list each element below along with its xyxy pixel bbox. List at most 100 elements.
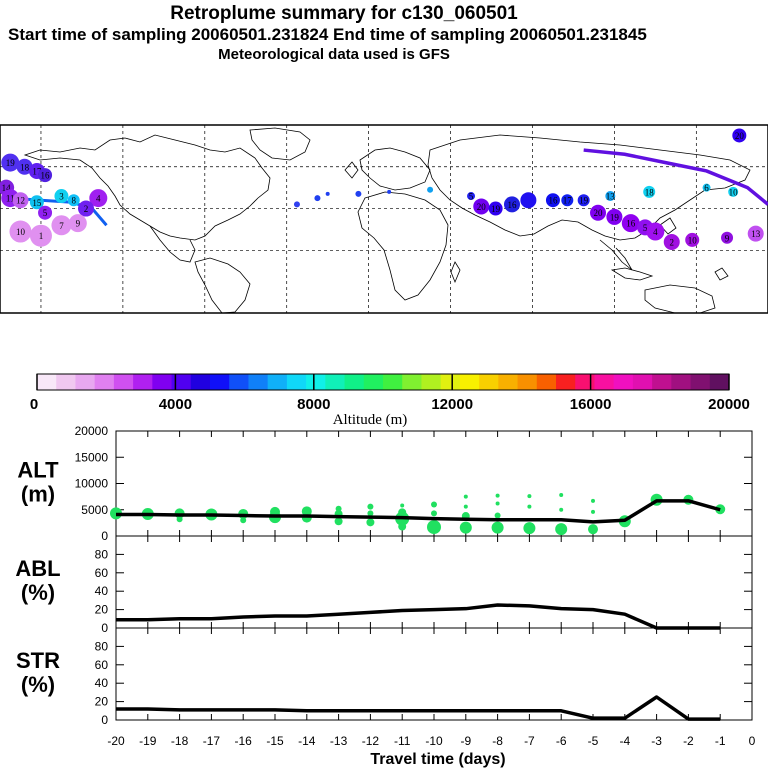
x-tick-label: -20 (107, 734, 125, 748)
met-data-note: Meteorological data used is GFS (218, 46, 450, 63)
altitude-point (495, 501, 500, 506)
trajectory-marker: 1 (29, 224, 52, 247)
trajectory-marker: 18 (16, 158, 33, 175)
map-frame (0, 124, 768, 314)
altitude-point (591, 498, 595, 503)
marker-label: 1 (39, 231, 44, 241)
trajectory-marker (314, 195, 321, 202)
trajectory-marker: 8 (67, 194, 80, 207)
marker-dot (685, 232, 700, 247)
colorbar-swatch (37, 374, 57, 390)
trajectory-marker: 4 (646, 222, 665, 241)
marker-label: 8 (71, 196, 76, 206)
trajectory-marker: 18 (643, 185, 656, 198)
colorbar-swatch (325, 374, 346, 390)
trajectory-marker: 10 (728, 186, 739, 197)
marker-label: 19 (6, 158, 16, 168)
trajectory-marker: 20 (473, 198, 490, 215)
marker-dot (314, 195, 321, 202)
altitude-point (588, 524, 598, 535)
colorbar-swatch (709, 374, 730, 390)
marker-label: 16 (626, 219, 636, 229)
x-tick-label: -12 (362, 734, 380, 748)
altitude-point (367, 503, 374, 510)
trajectory-marker (293, 201, 300, 208)
sampling-times: Start time of sampling 20060501.231824 E… (8, 25, 647, 44)
marker-label: 7 (59, 221, 64, 231)
marker-label: 4 (653, 227, 658, 237)
x-tick-label: -6 (556, 734, 567, 748)
marker-dot (29, 224, 52, 247)
x-tick-label: -16 (235, 734, 253, 748)
median-line (116, 695, 721, 721)
marker-dot (473, 198, 490, 215)
marker-label: 20 (477, 202, 487, 212)
altitude-point (366, 518, 375, 527)
trajectory-marker (387, 189, 392, 194)
marker-dot (605, 191, 616, 202)
colorbar-swatch (56, 374, 76, 390)
colorbar-swatch (556, 374, 576, 390)
marker-label: 6 (704, 183, 709, 193)
colorbar-swatch (690, 374, 711, 390)
trajectory-marker: 2 (78, 200, 95, 217)
marker-label: 10 (729, 187, 739, 197)
y-tick-label: 20 (95, 603, 109, 617)
marker-label: 2 (84, 204, 89, 214)
marker-dot (293, 201, 300, 208)
panel-ylabel: (%) (21, 672, 55, 697)
colorbar-swatch (517, 374, 538, 390)
marker-dot (12, 192, 29, 209)
y-tick-label: 20 (95, 695, 109, 709)
marker-dot (54, 189, 69, 204)
marker-label: 5 (643, 223, 648, 233)
colorbar-swatch (421, 374, 442, 390)
y-tick-label: 0 (101, 529, 108, 543)
marker-label: 5 (469, 192, 474, 202)
colorbar-swatch (363, 374, 384, 390)
marker-dot (387, 189, 392, 194)
altitude-point (398, 522, 407, 531)
colorbar-swatch (594, 374, 615, 390)
marker-label: 20 (735, 131, 745, 141)
trajectory-marker: 17 (561, 194, 574, 207)
trajectory-marker: 12 (12, 192, 29, 209)
colorbar-swatch (286, 374, 307, 390)
marker-label: 18 (645, 187, 655, 197)
trajectory-path (583, 148, 768, 206)
colorbar-swatch (652, 374, 672, 390)
colorbar-tick-label: 0 (30, 396, 38, 413)
colorbar-swatch (402, 374, 422, 390)
marker-dot (9, 220, 32, 243)
marker-dot (38, 168, 53, 183)
marker-dot (504, 196, 520, 213)
trajectory-marker: 6 (702, 183, 711, 193)
colorbar-tick-label: 12000 (431, 396, 473, 413)
marker-dot (520, 192, 537, 209)
median-line (116, 499, 721, 524)
marker-label: 20 (594, 208, 604, 218)
timeseries-panels: 05000100001500020000ALT(m)020406080ABL(%… (15, 424, 755, 768)
trajectory-marker (520, 192, 537, 209)
marker-label: 3 (59, 192, 64, 202)
trajectory-marker: 2 (663, 233, 680, 250)
x-tick-label: 0 (749, 734, 756, 748)
trajectory-marker: 9 (721, 231, 734, 244)
trajectory-marker (427, 186, 434, 193)
altitude-point (463, 494, 468, 499)
marker-dot (1, 153, 20, 172)
altitude-point (334, 517, 343, 526)
marker-dot (577, 194, 590, 207)
colorbar-tick-label: 20000 (708, 396, 750, 413)
marker-label: 16 (41, 171, 51, 181)
altitude-point (495, 493, 500, 498)
altitude-point (459, 521, 472, 534)
x-tick-label: -1 (715, 734, 726, 748)
marker-dot (38, 205, 53, 220)
trajectory-marker: 19 (1, 153, 20, 172)
y-tick-label: 80 (95, 547, 109, 561)
marker-label: 13 (751, 229, 761, 239)
trajectory-marker: 20 (590, 204, 607, 221)
trajectory-marker: 13 (747, 225, 764, 242)
